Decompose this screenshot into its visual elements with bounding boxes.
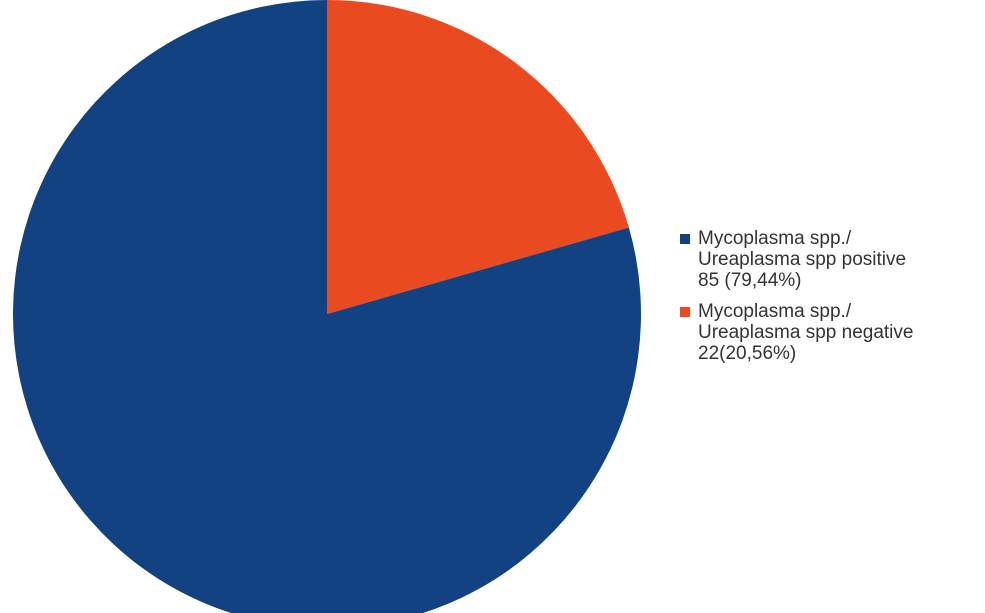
legend: Mycoplasma spp./Ureaplasma spp positive 8… (680, 228, 980, 374)
legend-text-line: 22(20,56%) (698, 343, 797, 364)
legend-swatch-negative (680, 307, 690, 317)
legend-text-line: Mycoplasma spp./ (698, 301, 852, 322)
legend-swatch-positive (680, 234, 690, 244)
legend-item-negative: Mycoplasma spp./Ureaplasma spp negative 2… (680, 301, 980, 364)
legend-text-line: Ureaplasma spp positive (698, 249, 907, 270)
legend-item-positive: Mycoplasma spp./Ureaplasma spp positive 8… (680, 228, 980, 291)
pie-slice-negative (327, 0, 629, 314)
legend-text-line: Mycoplasma spp./ (698, 228, 852, 249)
legend-text-line: Ureaplasma spp negative (698, 322, 914, 343)
legend-text-line: 85 (79,44%) (698, 270, 802, 291)
pie-chart (13, 0, 641, 613)
pie-slice-positive (13, 0, 641, 613)
